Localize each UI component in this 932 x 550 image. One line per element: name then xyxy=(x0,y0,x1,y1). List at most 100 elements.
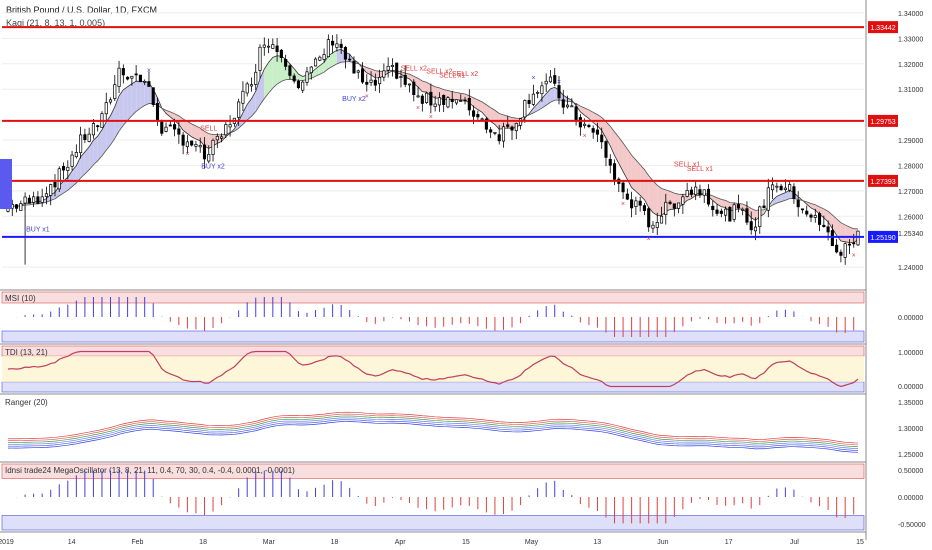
trend-cloud-segment xyxy=(319,62,325,75)
candle-body xyxy=(800,208,805,211)
candle-body xyxy=(108,99,113,103)
price-tick-label: 1.24000 xyxy=(898,265,923,272)
candle-body xyxy=(181,134,185,146)
candle-body xyxy=(565,104,570,108)
level-price-badge xyxy=(868,174,898,187)
candle-body xyxy=(741,208,745,211)
candle-body xyxy=(489,129,493,133)
candle-body xyxy=(672,203,676,209)
candle-body xyxy=(771,184,775,191)
candle-body xyxy=(642,205,646,211)
trend-cloud-segment xyxy=(204,131,209,149)
indicator-panel[interactable]: MSI (10) 0.00000 xyxy=(0,289,923,343)
candle-body xyxy=(813,215,817,218)
candle-body xyxy=(91,123,95,136)
time-tick-label: May xyxy=(525,539,539,546)
trend-cloud-segment xyxy=(640,164,645,200)
candle-body xyxy=(694,186,698,195)
candle-body xyxy=(476,114,480,118)
candle-body xyxy=(87,133,91,142)
trend-cloud-segment xyxy=(648,175,653,213)
candle-body xyxy=(847,243,852,246)
candle-body xyxy=(587,124,591,127)
indicator-panel[interactable]: Ranger (20) 1.35000 1.30000 1.25000 xyxy=(0,393,923,459)
trend-cloud-segment xyxy=(494,110,500,130)
candle-body xyxy=(561,99,565,108)
price-pane[interactable]: British Pound / U.S. Dollar, 1D, FXCM Ka… xyxy=(2,0,923,540)
trend-cloud-segment xyxy=(845,224,850,243)
indicator-title: Kagi (21, 8, 13, 1, 0.005) xyxy=(6,18,105,28)
panel-tick-label: 1.00000 xyxy=(898,350,923,357)
time-tick-label: Feb xyxy=(131,539,143,546)
trend-cloud-segment xyxy=(460,93,466,101)
panel-title: MSI (10) xyxy=(5,294,36,303)
candle-body xyxy=(416,95,420,98)
candle-body xyxy=(249,84,254,87)
candle-body xyxy=(809,214,813,218)
candle-body xyxy=(386,65,390,71)
candle-body xyxy=(856,230,860,246)
trend-cloud-segment xyxy=(550,87,555,103)
candle-body xyxy=(715,209,719,214)
ranger-band-line xyxy=(7,415,859,448)
sell-marker-icon: × xyxy=(416,105,420,112)
time-tick-label: 15 xyxy=(856,539,864,546)
candle-body xyxy=(484,118,488,130)
trend-cloud-segment xyxy=(187,121,192,137)
trend-cloud-segment xyxy=(144,81,149,106)
candle-body xyxy=(309,66,313,73)
candle-body xyxy=(36,196,40,204)
trade-signal-label: BUY x1 xyxy=(26,226,50,233)
trend-cloud-segment xyxy=(486,104,491,122)
candle-body xyxy=(79,134,83,154)
candle-body xyxy=(126,76,130,80)
candle-body xyxy=(706,188,711,205)
candle-body xyxy=(228,124,232,128)
candle-body xyxy=(23,196,27,204)
tdi-line xyxy=(7,350,859,388)
ranger-band-line xyxy=(7,411,859,444)
candle-body xyxy=(600,134,604,143)
candle-body xyxy=(237,101,241,118)
candle-body xyxy=(805,210,809,215)
trend-cloud-segment xyxy=(772,196,777,206)
indicator-panel[interactable]: TDI (13, 21) 1.00000 0.00000 xyxy=(0,343,923,393)
candle-body xyxy=(279,49,283,58)
candle-body xyxy=(352,60,356,74)
time-tick-label: Jul xyxy=(790,539,799,546)
candle-body xyxy=(220,136,224,139)
buy-marker-icon: × xyxy=(557,79,561,86)
trend-cloud-segment xyxy=(418,78,423,92)
panel-title: Idnsi trade24 MegaOscillator (13, 8, 21,… xyxy=(5,466,295,475)
trend-cloud-segment xyxy=(533,103,538,113)
trend-cloud-segment xyxy=(183,118,188,134)
candle-body xyxy=(719,210,723,214)
candle-body xyxy=(318,56,322,61)
candle-body xyxy=(331,40,335,46)
candle-body xyxy=(728,207,732,222)
overbought-zone xyxy=(1,463,865,479)
trade-signal-label: SELL xyxy=(200,125,217,132)
candle-body xyxy=(155,102,160,121)
candle-body xyxy=(527,99,531,104)
trend-cloud-segment xyxy=(242,104,248,125)
panel-tick-label: 0.50000 xyxy=(898,468,923,475)
candle-body xyxy=(104,102,108,115)
candle-body xyxy=(702,189,706,196)
candle-body xyxy=(429,91,433,106)
time-tick-label: Jun xyxy=(657,539,668,546)
trend-cloud-segment xyxy=(601,117,606,139)
trend-cloud-segment xyxy=(123,86,128,126)
trend-cloud-segment xyxy=(435,86,440,99)
candle-body xyxy=(433,103,437,107)
candle-body xyxy=(621,182,625,193)
candle-body xyxy=(762,205,766,209)
candle-body xyxy=(437,97,441,106)
candle-body xyxy=(399,76,403,78)
indicator-panel[interactable]: Idnsi trade24 MegaOscillator (13, 8, 21,… xyxy=(0,461,926,531)
candle-body xyxy=(151,87,155,105)
time-tick-label: 14 xyxy=(68,539,76,546)
candle-body xyxy=(373,79,377,86)
trend-cloud-segment xyxy=(101,121,107,156)
